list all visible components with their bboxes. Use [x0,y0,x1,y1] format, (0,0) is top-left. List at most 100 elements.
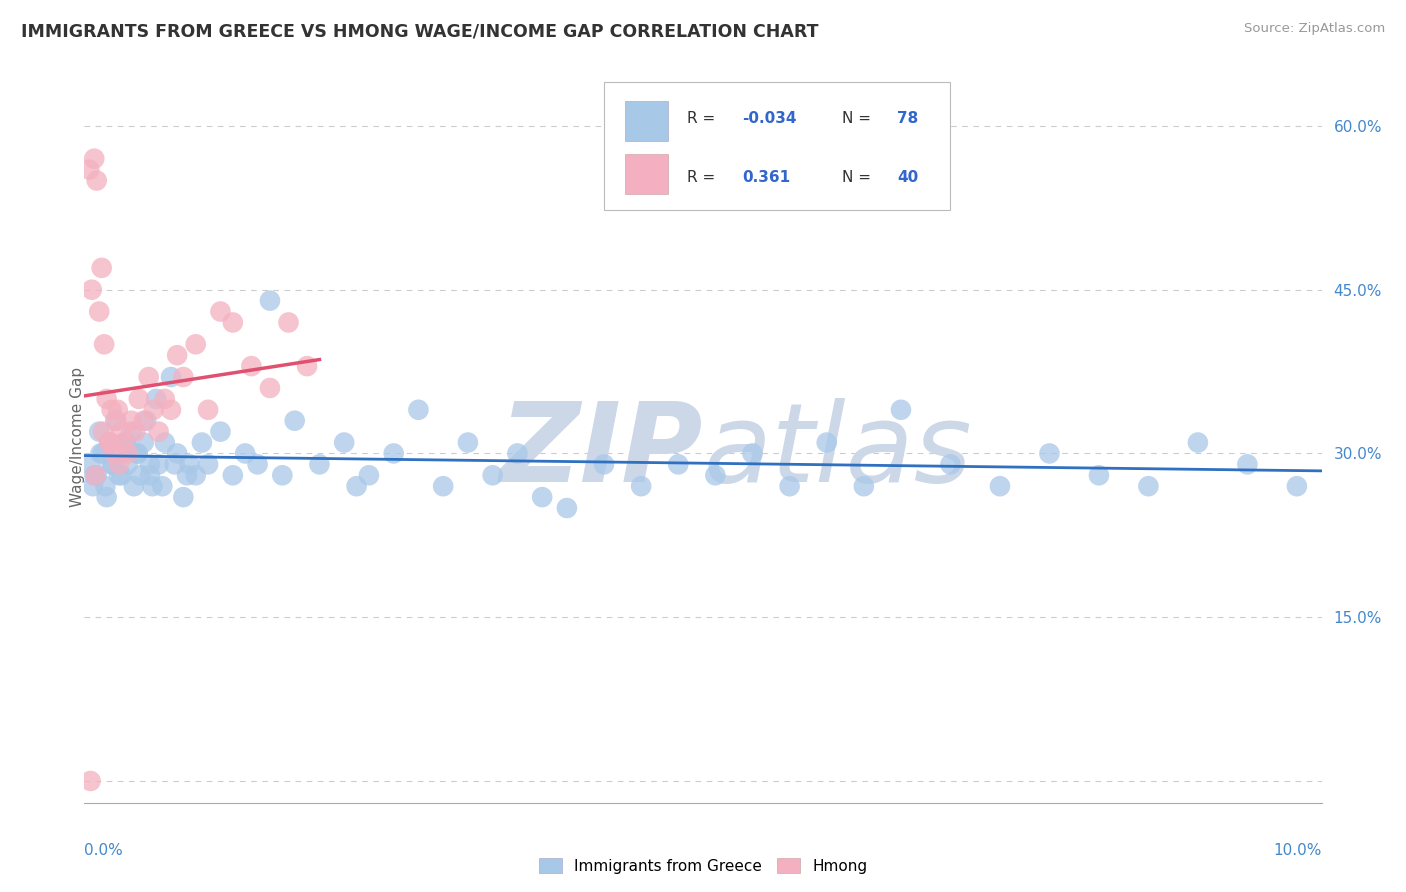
Point [91,425,114,439]
Point [132,435,155,450]
Point [741,446,763,460]
Point [240,359,263,373]
Point [141,479,163,493]
Point [163,458,186,472]
Text: -0.034: -0.034 [742,112,797,127]
Point [166,446,188,460]
Point [1285,479,1308,493]
Point [98,435,121,450]
Point [1236,458,1258,472]
Point [481,468,503,483]
Point [666,458,689,472]
Text: Source: ZipAtlas.com: Source: ZipAtlas.com [1244,22,1385,36]
Point [138,370,160,384]
Point [939,458,962,472]
Text: R =: R = [688,169,725,185]
Point [98,435,121,450]
Point [197,402,219,417]
Text: R =: R = [688,112,720,127]
Point [176,468,198,483]
Point [112,435,135,450]
Point [89,446,111,460]
FancyBboxPatch shape [605,82,950,211]
Point [107,402,129,417]
Point [79,458,101,472]
Point [148,458,170,472]
Point [135,414,157,428]
Point [128,392,150,406]
Point [1187,435,1209,450]
Point [122,479,145,493]
Point [531,490,554,504]
Text: 10.0%: 10.0% [1274,843,1322,858]
Point [150,479,173,493]
Point [89,425,111,439]
FancyBboxPatch shape [626,154,668,194]
Point [432,479,454,493]
Point [160,370,183,384]
Point [346,479,368,493]
Point [308,458,330,472]
Point [295,359,318,373]
Point [132,414,155,428]
Point [148,425,170,439]
Point [117,446,139,460]
Point [1137,479,1160,493]
Point [277,315,299,329]
Point [209,425,232,439]
Point [127,446,149,460]
Point [890,402,912,417]
Point [98,435,121,450]
Point [333,435,356,450]
Point [101,458,124,472]
Point [382,446,405,460]
Point [555,501,578,516]
Point [145,392,167,406]
Point [90,260,112,275]
Point [108,446,131,460]
Point [79,162,101,177]
Point [852,479,875,493]
Text: 0.361: 0.361 [742,169,790,185]
Point [104,414,127,428]
Point [153,435,176,450]
Text: ZIP: ZIP [499,398,703,505]
Point [80,283,103,297]
Text: N =: N = [842,112,876,127]
Point [284,414,307,428]
Point [457,435,479,450]
Point [79,774,101,789]
Point [103,446,125,460]
Point [82,479,104,493]
Point [815,435,838,450]
Point [259,381,281,395]
Text: N =: N = [842,169,876,185]
Point [222,315,245,329]
Point [357,468,380,483]
Point [124,425,146,439]
Point [506,446,529,460]
Point [83,152,105,166]
Point [704,468,727,483]
Point [153,392,176,406]
Point [120,425,142,439]
Point [166,348,188,362]
Point [179,458,201,472]
Point [96,392,118,406]
Point [142,402,165,417]
Point [779,479,801,493]
Point [593,458,616,472]
Point [1088,468,1111,483]
Point [93,337,115,351]
Point [108,458,131,472]
Point [209,304,232,318]
Point [259,293,281,308]
Point [96,490,118,504]
Point [1038,446,1060,460]
Point [84,468,107,483]
Point [139,458,162,472]
Text: 78: 78 [897,112,918,127]
Y-axis label: Wage/Income Gap: Wage/Income Gap [70,367,84,508]
Point [110,425,132,439]
Point [172,370,194,384]
